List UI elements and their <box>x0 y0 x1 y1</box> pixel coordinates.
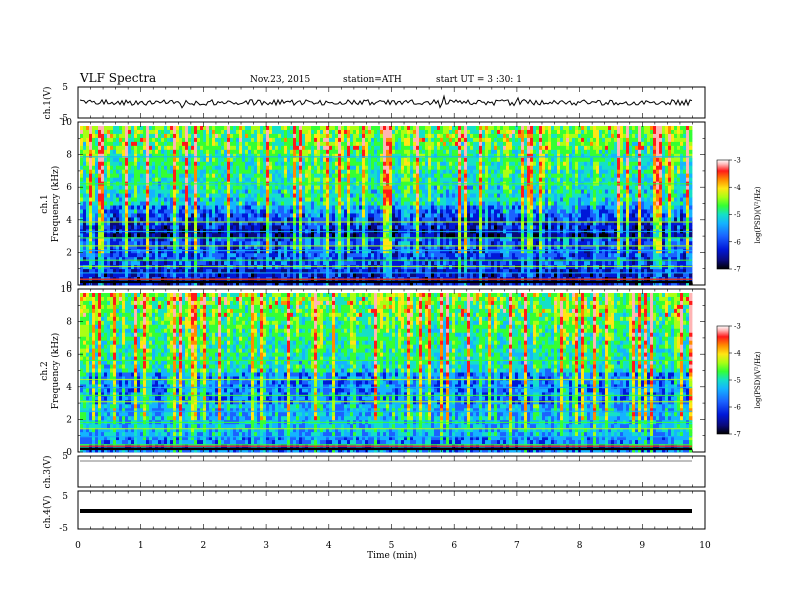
ch1-colorbar <box>716 159 730 270</box>
spectrogram-ytick-label: 4 <box>66 216 72 226</box>
colorbar-tick-labels: -3 -4 -5 -6 -7 -3 -4 -5 -6 -7 <box>729 157 741 439</box>
ch1-freq-axis-label: Frequency (kHz) <box>50 166 61 243</box>
ch1-ytick-bottom: -5 <box>59 114 68 124</box>
ch2-freq-axis-label: Frequency (kHz) <box>50 333 61 410</box>
ch3-ytick-top: 5 <box>62 452 68 462</box>
ch1-waveform-line <box>79 94 693 109</box>
x-tick-label: 1 <box>138 541 144 551</box>
x-tick-label: 10 <box>699 541 711 551</box>
x-axis-label: Time (min) <box>367 550 417 561</box>
ch4-waveform-line <box>80 509 692 513</box>
ch4-ylabel: ch.4(V) <box>42 496 53 529</box>
colorbar-tick-label: -6 <box>734 404 741 412</box>
spectrogram-ytick-label: 8 <box>66 151 72 161</box>
spectrogram-ytick-label: 10 <box>61 118 73 128</box>
ch1-ytick-top: 5 <box>62 83 68 93</box>
colorbar-tick-label: -3 <box>734 323 741 331</box>
x-tick-label: 3 <box>263 541 269 551</box>
spectrogram-ytick-label: 6 <box>66 350 72 360</box>
spectrogram-ytick-label: 2 <box>66 415 72 425</box>
ch1-channel-label: ch.1 <box>40 194 50 213</box>
ch1-spectrogram <box>80 126 693 286</box>
ch2-spectrogram <box>80 293 693 453</box>
spectrogram-ytick-label: 4 <box>66 383 72 393</box>
colorbar-tick-label: -4 <box>734 350 741 358</box>
x-tick-label: 6 <box>451 541 457 551</box>
x-tick-label: 0 <box>75 541 81 551</box>
colorbar-tick-label: -5 <box>734 211 741 219</box>
ch2-colorbar-label: log(PSD)(V²/Hz) <box>754 351 762 408</box>
axis-ticks <box>77 87 706 529</box>
colorbar-tick-label: -4 <box>734 184 741 192</box>
start-time-label: start UT = 3 :30: 1 <box>436 75 522 85</box>
ch3-ylabel: ch.3(V) <box>42 456 53 489</box>
colorbar-tick-label: -6 <box>734 238 741 246</box>
spectrogram-ytick-label: 6 <box>66 183 72 193</box>
station-label: station=ATH <box>343 75 402 85</box>
x-tick-label: 8 <box>577 541 583 551</box>
x-tick-label: 4 <box>326 541 332 551</box>
ch4-ytick-top: 5 <box>62 492 68 502</box>
x-tick-label: 7 <box>514 541 520 551</box>
colorbar-tick-label: -5 <box>734 377 741 385</box>
colorbar-tick-label: -7 <box>734 431 741 439</box>
chart-title: VLF Spectra <box>79 71 156 85</box>
x-tick-label: 5 <box>389 541 395 551</box>
ch2-channel-label: ch.2 <box>40 361 50 380</box>
ch1-colorbar-label: log(PSD)(V²/Hz) <box>754 186 762 243</box>
x-tick-labels: 0 1 2 3 4 5 6 7 8 9 10 <box>75 541 711 551</box>
ch1-ylabel: ch.1(V) <box>42 87 53 120</box>
ch2-colorbar <box>716 325 730 435</box>
spectrogram-ytick-label: 8 <box>66 318 72 328</box>
spectrogram-ytick-label: 10 <box>61 285 73 295</box>
date-label: Nov.23, 2015 <box>250 75 311 85</box>
spectrogram-ytick-label: 0 <box>66 281 72 291</box>
x-tick-label: 9 <box>639 541 645 551</box>
colorbar-tick-label: -3 <box>734 157 741 165</box>
spectrogram-ytick-label: 2 <box>66 248 72 258</box>
colorbar-tick-label: -7 <box>734 266 741 274</box>
x-tick-label: 2 <box>201 541 207 551</box>
spectrogram-ytick-label: 0 <box>66 448 72 458</box>
ch4-ytick-bottom: -5 <box>59 524 68 534</box>
